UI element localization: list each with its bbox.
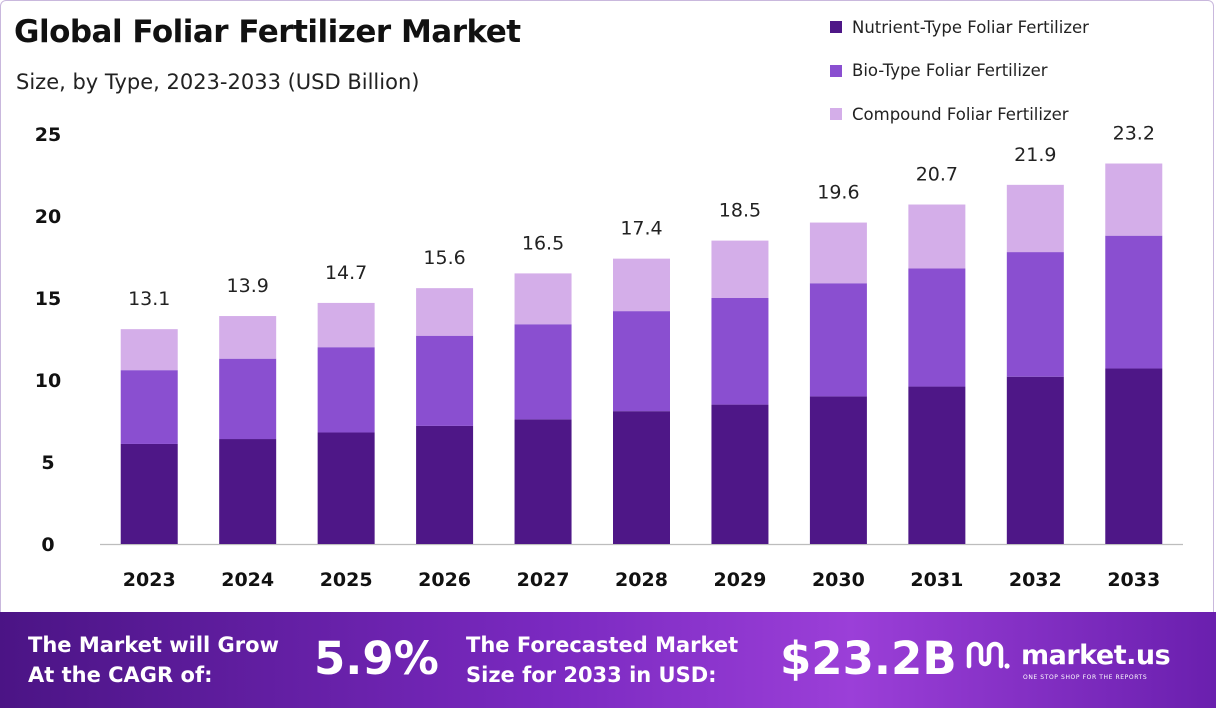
y-tick-label: 10 — [35, 370, 61, 392]
legend-item-bio: Bio-Type Foliar Fertilizer — [830, 60, 1210, 82]
cagr-label-line2: At the CAGR of: — [28, 663, 213, 687]
x-tick-label: 2026 — [418, 569, 471, 591]
bar-segment-bio — [219, 358, 277, 440]
forecast-label: The Forecasted Market Size for 2033 in U… — [466, 630, 738, 690]
bar-total-label: 15.6 — [423, 247, 465, 269]
bar-segment-compound — [514, 273, 572, 325]
forecast-label-line1: The Forecasted Market — [466, 633, 739, 657]
y-tick-label: 0 — [41, 534, 54, 556]
bar-segment-nutrient — [1006, 376, 1064, 544]
bar-segment-nutrient — [711, 404, 769, 544]
brand-name: market.us — [1021, 639, 1171, 671]
legend-swatch-nutrient — [830, 21, 842, 33]
summary-banner: The Market will Grow At the CAGR of: 5.9… — [0, 612, 1216, 708]
bar-segment-bio — [416, 335, 474, 426]
y-tick-label: 15 — [35, 288, 61, 310]
y-tick-label: 20 — [35, 206, 61, 228]
x-tick-label: 2029 — [714, 569, 767, 591]
legend-swatch-bio — [830, 64, 842, 77]
cagr-label: The Market will Grow At the CAGR of: — [28, 630, 279, 690]
bar-segment-compound — [711, 240, 769, 298]
legend-item-compound: Compound Foliar Fertilizer — [830, 103, 1210, 125]
bar-segment-compound — [908, 204, 966, 269]
bar-total-label: 17.4 — [620, 218, 662, 240]
market-us-logo-icon — [966, 641, 1010, 669]
legend-swatch-compound — [830, 108, 842, 120]
bar-total-label: 16.5 — [522, 232, 564, 254]
bar-segment-compound — [120, 329, 178, 371]
x-tick-label: 2028 — [615, 569, 668, 591]
legend-label-bio: Bio-Type Foliar Fertilizer — [852, 61, 1048, 80]
bar-segment-nutrient — [317, 432, 375, 544]
bar-total-label: 19.6 — [817, 182, 859, 204]
x-tick-label: 2023 — [123, 569, 176, 591]
y-tick-label: 25 — [35, 124, 61, 146]
bar-segment-bio — [514, 324, 572, 420]
x-tick-label: 2030 — [812, 569, 865, 591]
bar-segment-compound — [1105, 163, 1163, 236]
bar-segment-nutrient — [1105, 368, 1163, 544]
bar-segment-compound — [613, 258, 670, 312]
bar-segment-nutrient — [219, 439, 277, 544]
bar-segment-bio — [613, 311, 670, 412]
x-tick-label: 2025 — [320, 569, 373, 591]
x-tick-label: 2027 — [517, 569, 570, 591]
bar-total-label: 14.7 — [325, 262, 367, 284]
chart-title: Global Foliar Fertilizer Market — [14, 14, 521, 50]
bar-chart: 051015202513.1202313.9202414.7202515.620… — [35, 123, 1183, 591]
legend-item-nutrient: Nutrient-Type Foliar Fertilizer — [830, 16, 1210, 38]
bar-total-label: 21.9 — [1014, 144, 1056, 166]
brand-tagline: ONE STOP SHOP FOR THE REPORTS — [1023, 674, 1148, 681]
bar-segment-nutrient — [908, 386, 966, 544]
cagr-value: 5.9% — [314, 632, 439, 685]
bar-total-label: 13.9 — [227, 275, 269, 297]
x-tick-label: 2032 — [1009, 569, 1062, 591]
bar-segment-nutrient — [514, 419, 572, 544]
x-tick-label: 2031 — [910, 569, 963, 591]
legend-label-nutrient: Nutrient-Type Foliar Fertilizer — [852, 17, 1089, 37]
bar-total-label: 18.5 — [719, 200, 761, 222]
bar-segment-bio — [711, 298, 769, 405]
x-tick-label: 2024 — [221, 569, 274, 591]
bar-segment-bio — [809, 283, 867, 397]
bar-segment-compound — [809, 222, 867, 284]
bar-total-label: 23.2 — [1113, 123, 1155, 145]
bar-segment-nutrient — [416, 425, 474, 544]
bar-segment-bio — [1105, 235, 1163, 369]
bar-segment-compound — [416, 288, 474, 336]
brand-logo: market.us ONE STOP SHOP FOR THE REPORTS — [965, 638, 1171, 681]
bar-segment-bio — [908, 268, 966, 387]
bar-segment-nutrient — [613, 411, 670, 544]
bar-segment-compound — [317, 302, 375, 348]
cagr-label-line1: The Market will Grow — [28, 633, 279, 657]
bar-total-label: 20.7 — [916, 164, 958, 186]
bar-segment-nutrient — [120, 443, 178, 544]
bar-total-label: 13.1 — [128, 288, 170, 310]
forecast-value: $23.2B — [780, 632, 957, 685]
bar-segment-bio — [120, 370, 178, 444]
bar-segment-compound — [1006, 184, 1064, 253]
forecast-label-line2: Size for 2033 in USD: — [466, 663, 717, 687]
x-tick-label: 2033 — [1107, 569, 1160, 591]
bar-segment-nutrient — [809, 396, 867, 544]
chart-subtitle: Size, by Type, 2023-2033 (USD Billion) — [16, 70, 420, 94]
bar-segment-compound — [219, 316, 277, 359]
y-tick-label: 5 — [41, 452, 54, 474]
legend-label-compound: Compound Foliar Fertilizer — [852, 104, 1069, 124]
bar-segment-bio — [1006, 252, 1064, 377]
legend: Nutrient-Type Foliar Fertilizer Bio-Type… — [830, 16, 1210, 147]
bar-segment-bio — [317, 347, 375, 433]
